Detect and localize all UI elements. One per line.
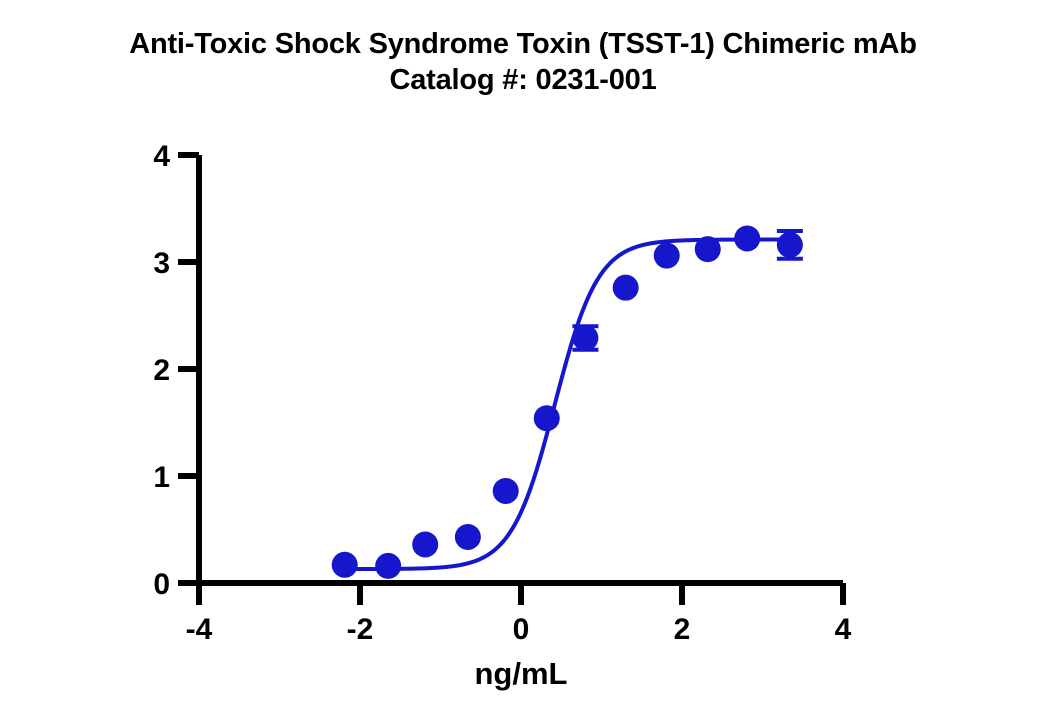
data-point — [653, 242, 680, 269]
x-tick-label: -2 — [347, 613, 374, 646]
x-tick-label: 0 — [513, 613, 530, 646]
x-tick-label: 4 — [835, 613, 852, 646]
data-point — [572, 324, 599, 351]
sigmoid-fit-curve — [342, 237, 792, 572]
data-point — [612, 274, 639, 301]
chart-title-line-1: Anti-Toxic Shock Syndrome Toxin (TSST-1)… — [129, 28, 917, 60]
x-axis-ticks — [196, 583, 846, 605]
data-point — [734, 225, 761, 252]
chart-title: Anti-Toxic Shock Syndrome Toxin (TSST-1)… — [0, 26, 1046, 98]
error-bars-group — [572, 228, 803, 352]
x-axis-tick-labels: -4 -2 0 2 4 — [186, 613, 852, 646]
data-point — [331, 551, 358, 578]
y-axis-tick-labels: 0 1 2 3 4 — [153, 140, 170, 601]
chart-title-line-2: Catalog #: 0231-001 — [389, 64, 657, 96]
y-axis-ticks — [178, 152, 199, 586]
x-tick-label: 2 — [674, 613, 691, 646]
data-point — [375, 552, 402, 579]
data-point — [533, 405, 560, 432]
data-point — [454, 523, 481, 550]
y-tick-label: 4 — [153, 140, 170, 173]
data-point — [492, 477, 519, 504]
data-point — [412, 531, 439, 558]
y-tick-label: 1 — [153, 461, 170, 494]
x-tick-label: -4 — [186, 613, 213, 646]
data-point — [694, 236, 721, 263]
y-tick-label: 0 — [153, 568, 170, 601]
x-axis-title: ng/mL — [475, 656, 568, 691]
y-tick-label: 2 — [153, 354, 170, 387]
data-points-group — [331, 225, 803, 579]
data-point — [776, 231, 803, 258]
y-tick-label: 3 — [153, 247, 170, 280]
